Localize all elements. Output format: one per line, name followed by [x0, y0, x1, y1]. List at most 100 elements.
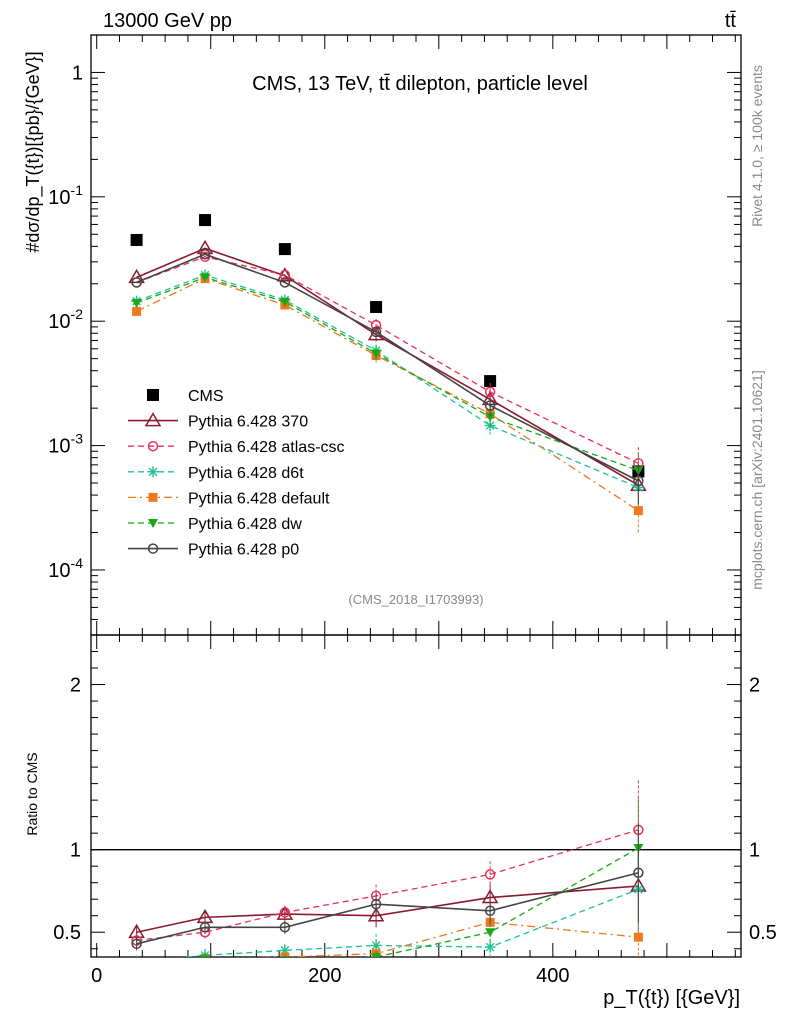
data-point-cms: [278, 243, 291, 256]
data-point-def: [132, 306, 142, 316]
series-line-dw: [136, 276, 639, 472]
ratio-tick-label-right: 0.5: [749, 922, 777, 944]
series-line-atlas: [136, 256, 639, 464]
star-stroke: [485, 942, 495, 952]
ratio-line-d6t: [181, 888, 639, 957]
y-tick-label: 10-2: [48, 306, 83, 333]
ratio-tick-label-right: 1: [749, 840, 760, 862]
data-point-p0: [484, 400, 496, 411]
ratio-line-def: [253, 921, 639, 957]
legend-label-d6t: Pythia 6.428 d6t: [188, 465, 304, 482]
legend: CMS Pythia 6.428 370 Pythia 6.428 atlas-cs…: [128, 388, 345, 559]
legend-label-cms: CMS: [188, 388, 224, 405]
ratio-line-atlas: [136, 829, 639, 942]
legend-marker-cms: [147, 389, 159, 401]
series-line-p0: [136, 253, 639, 482]
data-point-cms: [484, 375, 497, 388]
ratio-point-p0: [633, 867, 644, 879]
ratio-point-atlas: [279, 907, 291, 918]
data-point-p0: [633, 475, 644, 487]
analysis-id: (CMS_2018_I1703993): [348, 592, 483, 607]
ratio-point-p370: [367, 907, 385, 922]
legend-label-atlas: Pythia 6.428 atlas-csc: [188, 439, 345, 456]
ratio-point-d6t: [133, 956, 141, 966]
ratio-point-p370: [276, 905, 294, 920]
ratio-point-p0: [199, 922, 211, 933]
main-data-layer: [128, 214, 647, 534]
star-stroke: [133, 958, 141, 966]
x-tick-label: 0: [91, 965, 102, 987]
ratio-point-p0: [131, 938, 142, 950]
energy-label: 13000 GeV pp: [103, 10, 232, 32]
ratio-point-dw: [200, 954, 211, 957]
ratio-point-p0: [484, 905, 496, 917]
ratio-point-dw: [279, 956, 290, 957]
data-point-dw: [131, 299, 142, 309]
series-line-def: [136, 277, 639, 512]
ratio-y-ticks: 0.5 0.5 1 1 2 2: [53, 651, 777, 950]
data-point-p0: [370, 326, 382, 338]
ratio-point-def: [633, 932, 643, 942]
ratio-line-p370: [136, 885, 639, 934]
data-point-atlas: [279, 269, 291, 281]
star-stroke: [133, 958, 141, 966]
ratio-point-p0: [279, 922, 291, 933]
legend-marker-atlas: [147, 440, 159, 452]
ratio-point-dw: [371, 953, 382, 957]
legend-label-def: Pythia 6.428 default: [188, 490, 330, 507]
y-tick-label: 10-1: [48, 182, 83, 209]
mcplots-label: mcplots.cern.ch [arXiv:2401.10621]: [749, 370, 765, 589]
y-tick-label: 1: [72, 62, 83, 84]
ratio-tick-label-right: 2: [749, 675, 760, 697]
series-line-d6t: [136, 274, 639, 489]
y-tick-label: 10-4: [48, 555, 83, 582]
legend-marker-def: [148, 492, 158, 502]
data-point-p0: [199, 249, 211, 260]
legend-label-dw: Pythia 6.428 dw: [188, 516, 302, 533]
ratio-y-axis-label: Ratio to CMS: [24, 752, 40, 835]
ratio-point-dw: [132, 960, 142, 969]
main-y-ticks: 10-4 10-3 10-2 10-1 1: [48, 34, 741, 636]
data-point-cms: [370, 301, 383, 314]
ratio-line-p0: [136, 872, 639, 945]
ratio-point-p0: [370, 898, 382, 910]
ratio-line-dw: [358, 847, 639, 957]
x-tick-label: 400: [536, 965, 569, 987]
legend-marker-p370: [144, 412, 162, 427]
data-point-atlas: [484, 386, 496, 398]
star-stroke: [148, 467, 158, 477]
x-axis-label: p_T({t}) [{GeV}]: [603, 987, 740, 1009]
y-tick-label: 10-3: [48, 431, 83, 458]
chart-title: CMS, 13 TeV, tt̄ dilepton, particle leve…: [252, 73, 588, 95]
data-point-dw: [279, 297, 290, 307]
data-point-cms: [130, 233, 143, 246]
y-axis-label: #dσ/dp_T({t})[{pb}/{GeV}]: [23, 51, 44, 252]
x-tick-label: 200: [308, 965, 341, 987]
data-point-dw: [485, 412, 496, 422]
legend-marker-p0: [147, 543, 159, 554]
series-line-p370: [136, 247, 639, 486]
rivet-version-label: Rivet 4.1.0, ≥ 100k events: [749, 65, 765, 227]
ratio-point-def: [132, 966, 141, 975]
data-point-cms: [199, 214, 212, 227]
ratio-tick-label: 1: [70, 840, 81, 862]
process-label: tt̄: [725, 10, 737, 32]
legend-label-p370: Pythia 6.428 370: [188, 414, 308, 431]
data-point-dw: [371, 349, 382, 359]
y-axis-label-group: #dσ/dp_T({t})[{pb}/{GeV}]: [23, 51, 44, 252]
data-point-def: [633, 506, 643, 516]
data-point-dw: [200, 273, 211, 283]
ratio-point-dw: [485, 928, 496, 938]
data-point-p370: [196, 239, 214, 255]
ratio-tick-label: 2: [70, 675, 81, 697]
legend-label-p0: Pythia 6.428 p0: [188, 542, 299, 559]
legend-marker-dw: [148, 519, 158, 528]
data-point-p0: [131, 277, 142, 288]
data-point-p0: [279, 277, 291, 288]
legend-marker-d6t: [147, 466, 159, 478]
ratio-point-d6t: [484, 941, 496, 953]
x-ticks: 0 200 400: [91, 35, 736, 987]
ratio-tick-label: 0.5: [53, 922, 81, 944]
ratio-data-layer: [128, 780, 647, 975]
